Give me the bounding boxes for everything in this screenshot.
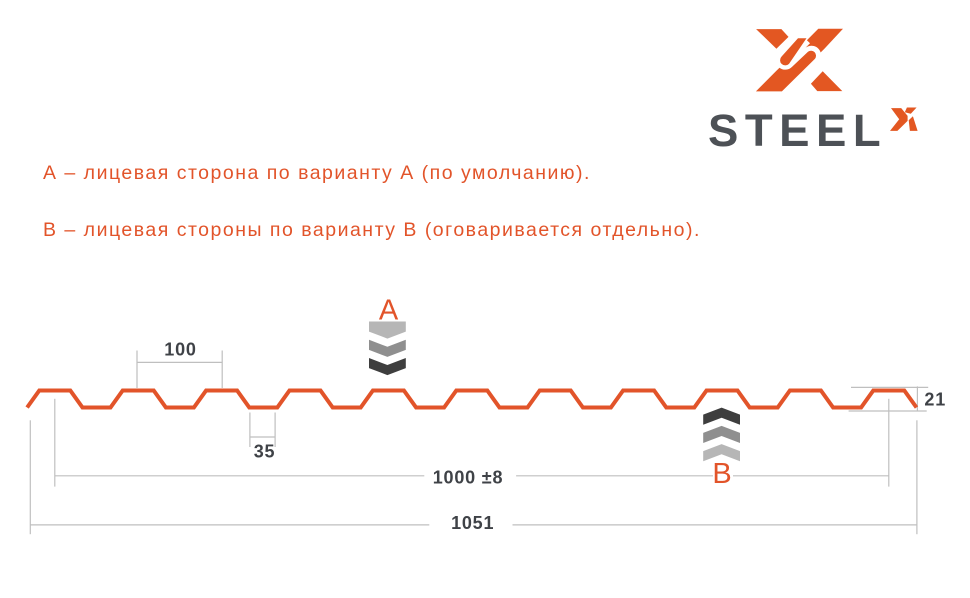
svg-text:100: 100 bbox=[164, 339, 196, 359]
svg-text:А: А bbox=[379, 295, 399, 327]
svg-text:В: В bbox=[712, 458, 731, 490]
svg-text:STEEL: STEEL bbox=[708, 105, 887, 156]
svg-text:21: 21 bbox=[924, 390, 946, 410]
svg-text:1051: 1051 bbox=[451, 513, 494, 533]
svg-text:35: 35 bbox=[254, 442, 276, 462]
svg-text:В – лицевая стороны по вариант: В – лицевая стороны по варианту В (огова… bbox=[43, 219, 701, 241]
svg-text:А – лицевая сторона по вариант: А – лицевая сторона по варианту А (по ум… bbox=[43, 162, 591, 184]
svg-text:1000 ±8: 1000 ±8 bbox=[433, 468, 504, 488]
